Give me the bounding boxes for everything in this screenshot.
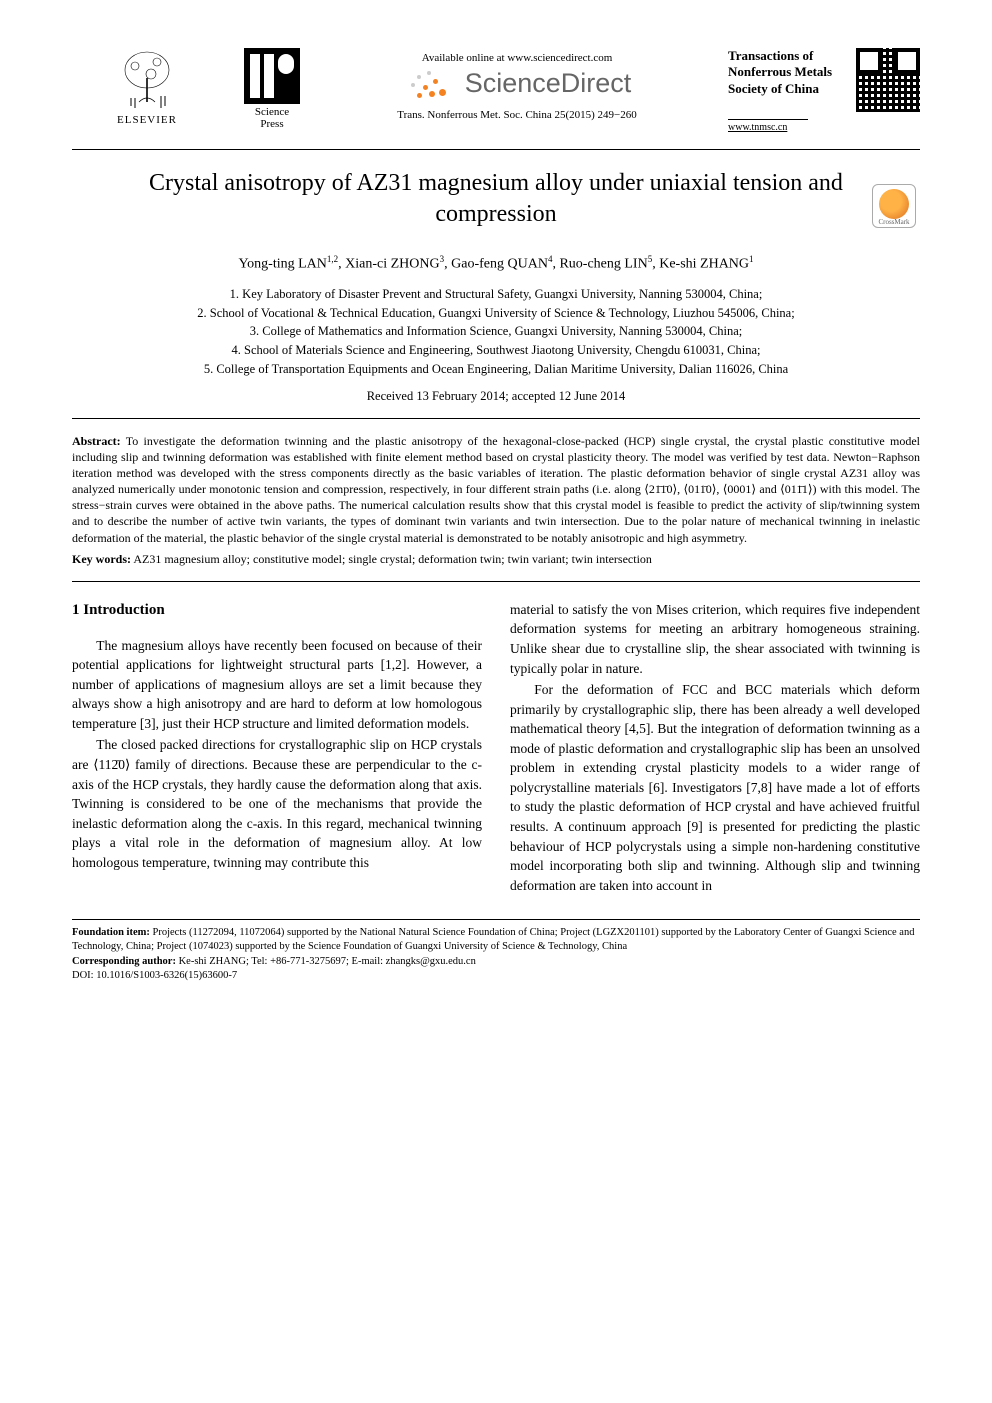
footnotes: Foundation item: Projects (11272094, 110… xyxy=(72,919,920,983)
abstract-text: To investigate the deformation twinning … xyxy=(72,434,920,545)
keywords-label: Key words: xyxy=(72,552,131,566)
received-accepted-dates: Received 13 February 2014; accepted 12 J… xyxy=(72,389,920,404)
body-paragraph: For the deformation of FCC and BCC mater… xyxy=(510,680,920,895)
abstract-label: Abstract: xyxy=(72,434,121,448)
science-press-logo-block: SciencePress xyxy=(238,48,306,130)
elsevier-tree-icon xyxy=(117,48,177,112)
journal-title: Transactions of Nonferrous Metals Societ… xyxy=(728,48,848,97)
elsevier-label: ELSEVIER xyxy=(117,114,177,126)
body-paragraph: The closed packed directions for crystal… xyxy=(72,735,482,872)
center-header: Available online at www.sciencedirect.co… xyxy=(322,48,712,121)
elsevier-logo-block: ELSEVIER xyxy=(72,48,222,126)
keywords-text: AZ31 magnesium alloy; constitutive model… xyxy=(133,552,652,566)
abstract-block: Abstract: To investigate the deformation… xyxy=(72,433,920,546)
corresponding-text: Ke-shi ZHANG; Tel: +86-771-3275697; E-ma… xyxy=(179,956,476,967)
sciencedirect-dots-icon xyxy=(403,69,457,99)
sciencedirect-wordmark: ScienceDirect xyxy=(465,68,632,99)
right-column: material to satisfy the von Mises criter… xyxy=(510,600,920,897)
science-press-label: SciencePress xyxy=(255,106,289,130)
sciencedirect-branding: ScienceDirect xyxy=(403,68,632,99)
qr-code-icon xyxy=(856,48,920,112)
body-paragraph: The magnesium alloys have recently been … xyxy=(72,636,482,734)
divider-after-abstract xyxy=(72,581,920,582)
divider-before-abstract xyxy=(72,418,920,419)
affiliation-line: 1. Key Laboratory of Disaster Prevent an… xyxy=(72,285,920,304)
affiliation-line: 3. College of Mathematics and Informatio… xyxy=(72,322,920,341)
journal-url-link[interactable]: www.tnmsc.cn xyxy=(728,119,808,133)
crossmark-badge[interactable]: CrossMark xyxy=(872,184,916,228)
science-press-icon xyxy=(244,48,300,104)
foundation-label: Foundation item: xyxy=(72,927,150,938)
author-list: Yong-ting LAN1,2, Xian-ci ZHONG3, Gao-fe… xyxy=(72,254,920,273)
top-rule xyxy=(72,149,920,150)
affiliation-line: 5. College of Transportation Equipments … xyxy=(72,360,920,379)
affiliations: 1. Key Laboratory of Disaster Prevent an… xyxy=(72,285,920,379)
journal-citation: Trans. Nonferrous Met. Soc. China 25(201… xyxy=(397,109,637,121)
body-paragraph: material to satisfy the von Mises criter… xyxy=(510,600,920,678)
publisher-header: ELSEVIER SciencePress Available online a… xyxy=(72,48,920,135)
section-1-heading: 1 Introduction xyxy=(72,600,482,622)
journal-brand-block: Transactions of Nonferrous Metals Societ… xyxy=(728,48,920,135)
paper-title: Crystal anisotropy of AZ31 magnesium all… xyxy=(132,168,860,230)
affiliation-line: 4. School of Materials Science and Engin… xyxy=(72,341,920,360)
foundation-text: Projects (11272094, 11072064) supported … xyxy=(72,927,914,952)
body-columns: 1 Introduction The magnesium alloys have… xyxy=(72,600,920,897)
doi-text: DOI: 10.1016/S1003-6326(15)63600-7 xyxy=(72,969,920,983)
left-column: 1 Introduction The magnesium alloys have… xyxy=(72,600,482,897)
affiliation-line: 2. School of Vocational & Technical Educ… xyxy=(72,304,920,323)
available-online-line: Available online at www.sciencedirect.co… xyxy=(422,52,613,64)
corresponding-label: Corresponding author: xyxy=(72,956,176,967)
keywords-block: Key words: AZ31 magnesium alloy; constit… xyxy=(72,552,920,567)
